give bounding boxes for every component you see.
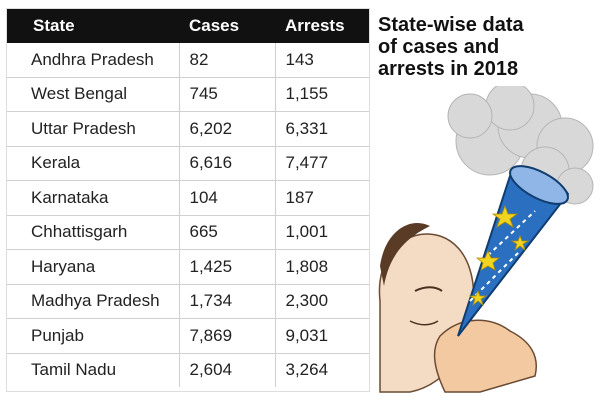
cell-state: Tamil Nadu [31,360,117,380]
hand [433,319,537,393]
cell-cases: 1,734 [178,284,275,319]
header-state: State [7,9,179,43]
cell-cases: 2,604 [178,353,275,387]
cell-cases: 6,202 [178,111,275,147]
title-line: State-wise data [378,14,524,36]
table-row: Punjab 7,869 9,031 [7,318,369,354]
cell-state: Uttar Pradesh [7,111,179,147]
cell-cases: 665 [178,215,275,250]
table-row: West Bengal 745 1,155 [7,77,369,112]
cell-cases: 7,869 [178,318,275,354]
cell-arrests: 3,264 [274,353,369,387]
title-line: of cases and [378,36,500,58]
cell-state: Punjab [7,318,179,354]
cell-state: Madhya Pradesh [7,284,179,319]
table-row: Chhattisgarh 665 1,001 [7,215,369,250]
data-table-container: State Cases Arrests Andhra Pradesh 82 14… [6,8,370,392]
state-data-table: State Cases Arrests Andhra Pradesh 82 14… [7,9,369,387]
cell-arrests: 1,808 [274,249,369,285]
table-row: Karnataka 104 187 [7,180,369,216]
cell-arrests: 1,155 [274,77,369,112]
cell-arrests: 7,477 [274,146,369,181]
table-row: Kerala 6,616 7,477 [7,146,369,181]
cell-state: Andhra Pradesh [7,43,179,78]
infographic-title: State-wise data of cases and arrests in … [378,14,578,80]
cone-stars [468,204,530,307]
cell-arrests: 187 [274,180,369,216]
table-row: Madhya Pradesh 1,734 2,300 [7,284,369,319]
cell-cases: 82 [178,43,275,78]
header-arrests: Arrests [275,9,369,43]
cell-arrests: 9,031 [274,318,369,354]
title-line: arrests in 2018 [378,58,519,80]
header-cases: Cases [179,9,275,43]
cell-arrests: 1,001 [274,215,369,250]
smoke-cloud [447,86,594,205]
table-header-row: State Cases Arrests [7,9,369,43]
cell-cases: 6,616 [178,146,275,181]
cell-cases: 104 [178,180,275,216]
table-row: Tamil Nadu 2,604 3,264 [7,353,369,387]
cell-arrests: 143 [274,43,369,78]
cell-state: West Bengal [7,77,179,112]
cell-arrests: 6,331 [274,111,369,147]
cell-state: Kerala [7,146,179,181]
cell-state: Haryana [7,249,179,285]
table-row: Uttar Pradesh 6,202 6,331 [7,111,369,147]
smoking-cone-illustration [378,86,594,393]
cell-cases: 1,425 [178,249,275,285]
table-row: Andhra Pradesh 82 143 [7,43,369,78]
cell-state: Karnataka [7,180,179,216]
cell-cases: 745 [178,77,275,112]
cell-state: Chhattisgarh [7,215,179,250]
table-row: Haryana 1,425 1,808 [7,249,369,285]
cell-arrests: 2,300 [274,284,369,319]
